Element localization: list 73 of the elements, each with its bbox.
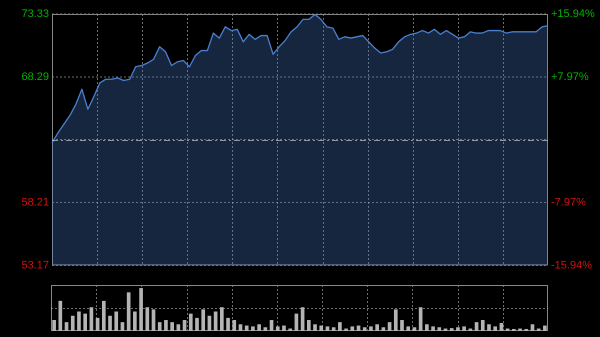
- bar: [326, 326, 330, 331]
- bar: [480, 320, 485, 331]
- bar: [500, 323, 504, 331]
- bar: [418, 307, 422, 331]
- bar: [487, 324, 491, 331]
- bar: [164, 320, 168, 331]
- bar: [220, 307, 224, 331]
- bar: [251, 326, 255, 331]
- y2-tick-label: -7.97%: [551, 196, 586, 209]
- y-tick-label: 58.21: [21, 196, 49, 209]
- bar: [306, 320, 311, 331]
- bar: [257, 324, 261, 331]
- bar: [114, 312, 118, 331]
- bar: [226, 318, 230, 331]
- bar: [450, 328, 454, 331]
- bar: [90, 307, 94, 331]
- bar: [244, 326, 249, 331]
- bar: [232, 320, 236, 331]
- y2-tick-label: +7.97%: [551, 70, 589, 83]
- bar: [52, 320, 56, 331]
- bar: [182, 320, 186, 331]
- bar: [313, 324, 317, 331]
- bar: [319, 326, 324, 331]
- bar: [102, 300, 106, 331]
- bar: [238, 324, 242, 331]
- bar: [70, 316, 75, 331]
- bar: [270, 320, 274, 331]
- bar: [108, 316, 112, 331]
- bar: [400, 320, 404, 331]
- bar: [294, 314, 298, 331]
- bar: [133, 312, 137, 331]
- bar: [170, 322, 174, 331]
- bar: [431, 326, 435, 331]
- bar: [394, 309, 398, 331]
- bar: [139, 288, 143, 331]
- bar: [474, 322, 478, 331]
- y-tick-label: 53.17: [21, 259, 49, 272]
- bar: [530, 324, 534, 331]
- bar: [406, 326, 410, 331]
- bar: [350, 326, 354, 331]
- bar: [412, 327, 416, 331]
- bar: [176, 324, 180, 331]
- bar: [64, 322, 68, 331]
- bar: [276, 326, 280, 331]
- bar: [214, 312, 218, 331]
- bar: [388, 322, 392, 331]
- bar: [96, 318, 100, 331]
- bar: [493, 326, 498, 331]
- bar: [201, 309, 206, 331]
- y-tick-label: 73.33: [21, 8, 49, 20]
- bar: [120, 322, 124, 331]
- bar: [158, 322, 162, 331]
- bar: [282, 326, 286, 331]
- bar: [58, 300, 62, 331]
- bar: [338, 322, 342, 331]
- bar: [145, 307, 150, 331]
- bar: [369, 326, 373, 331]
- bar: [188, 314, 193, 331]
- bar: [152, 309, 156, 331]
- y2-tick-label: -15.94%: [551, 259, 592, 272]
- bar: [83, 314, 87, 331]
- bar: [462, 326, 466, 331]
- bar: [356, 326, 360, 331]
- bar: [375, 324, 379, 331]
- bar: [543, 326, 547, 331]
- bar: [126, 292, 130, 331]
- bar: [300, 307, 304, 331]
- y-tick-label: 68.29: [21, 70, 49, 83]
- bar: [425, 324, 429, 331]
- bar: [208, 316, 212, 331]
- bar: [195, 318, 199, 331]
- y2-tick-label: +15.94%: [551, 8, 595, 20]
- bar: [77, 312, 81, 331]
